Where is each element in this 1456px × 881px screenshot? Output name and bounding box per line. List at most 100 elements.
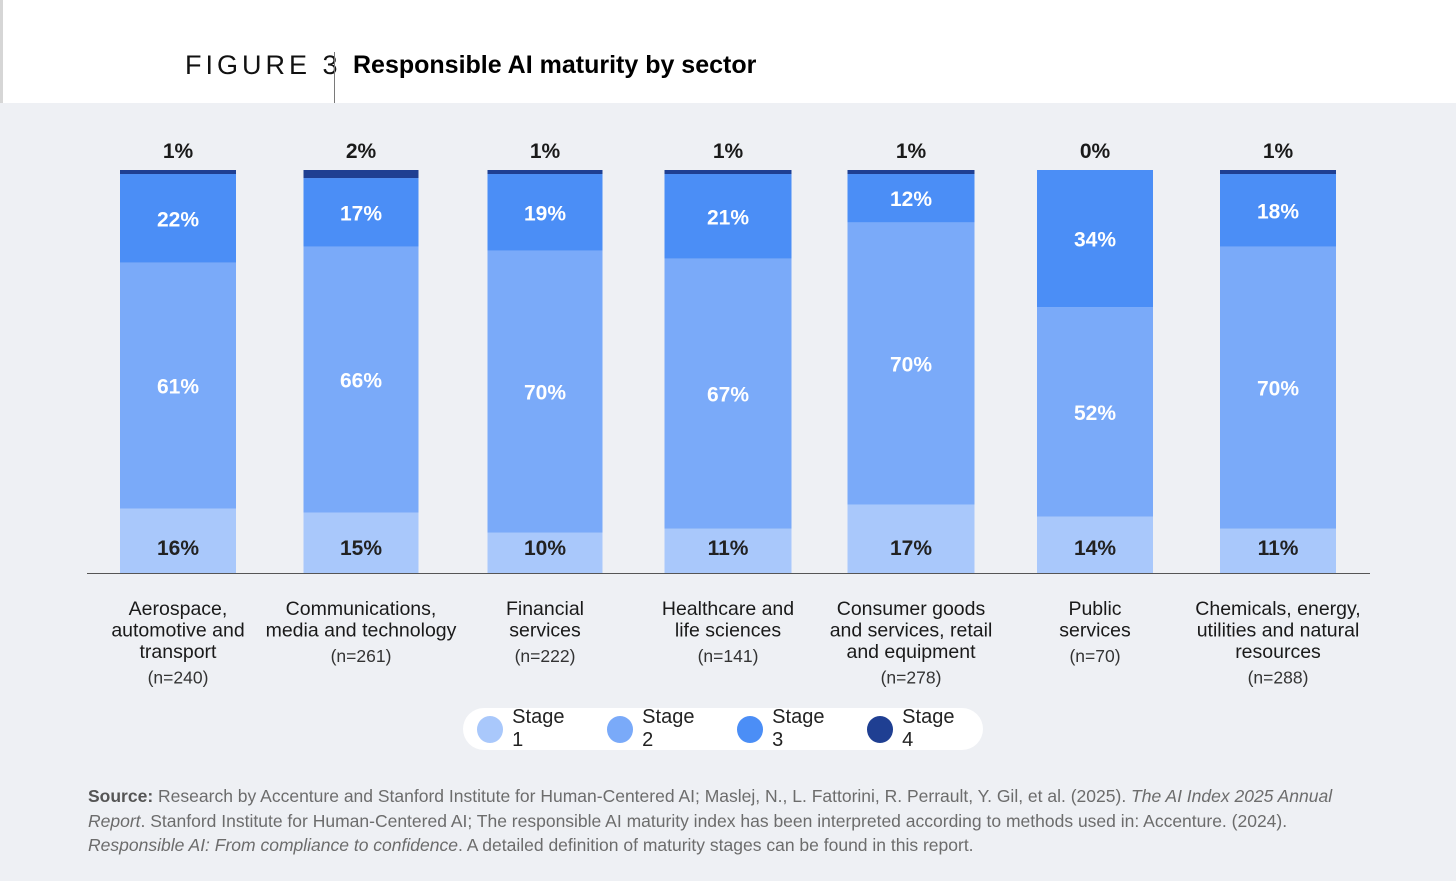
legend-label-stage-4: Stage 4 (902, 706, 955, 751)
bar-segment-stage-1 (1220, 528, 1336, 573)
bar-segment-stage-1 (487, 532, 603, 573)
category-label: and services, retail (830, 620, 993, 642)
data-label-stage-2: 70% (1257, 378, 1299, 401)
category-label: Aerospace, (129, 598, 228, 620)
data-label-stage-1: 14% (1074, 537, 1116, 560)
bar-segment-stage-1 (1037, 516, 1153, 573)
category-label: Chemicals, energy, (1195, 598, 1360, 620)
source-text-1: Research by Accenture and Stanford Insti… (158, 786, 1132, 806)
bar-segment-stage-1 (664, 528, 792, 573)
category-label: services (1059, 620, 1131, 642)
figure-label: FIGURE 3 (185, 50, 342, 80)
stacked-bar-chart: 16% 61% 22% 1% Aerospace,automotive andtrans… (87, 140, 1370, 688)
figure-header: FIGURE 3 Responsible AI maturity by sect… (0, 0, 1456, 103)
bar-segment-stage-3 (847, 174, 975, 223)
category-label: life sciences (675, 620, 781, 642)
legend-label-stage-3: Stage 3 (772, 706, 825, 751)
data-label-stage-1: 16% (157, 537, 199, 560)
category-label: transport (140, 641, 218, 663)
bar-segment-stage-4 (303, 170, 419, 179)
legend-item-stage-1: Stage 1 (477, 706, 579, 752)
left-edge-rule (0, 0, 3, 103)
bar-segment-stage-3 (1037, 170, 1153, 308)
source-note: Source: Research by Accenture and Stanfo… (88, 784, 1378, 858)
data-label-stage-3: 19% (524, 202, 566, 225)
legend-label-stage-1: Stage 1 (512, 706, 565, 751)
legend-item-stage-4: Stage 4 (867, 706, 969, 752)
data-label-stage-3: 17% (340, 202, 382, 225)
category-label: Public (1068, 598, 1121, 620)
category-sample-size: (n=288) (1248, 668, 1309, 688)
legend-swatch-stage-1 (477, 715, 504, 743)
category-sample-size: (n=70) (1069, 646, 1120, 666)
bar-segment-stage-3 (487, 174, 603, 251)
bar-segment-stage-2 (1037, 307, 1153, 517)
data-label-stage-2: 52% (1074, 402, 1116, 425)
category-label: utilities and natural (1197, 620, 1360, 642)
category-sample-size: (n=240) (148, 668, 209, 688)
source-text-2: . Stanford Institute for Human-Centered … (140, 810, 1288, 831)
bar-segment-stage-2 (120, 262, 236, 509)
bar-segment-stage-2 (847, 222, 975, 505)
category-sample-size: (n=222) (515, 646, 576, 666)
bar-segment-stage-3 (303, 178, 419, 247)
bar-segment-stage-1 (847, 504, 975, 573)
bar-segment-stage-3 (1220, 174, 1336, 247)
data-label-stage-4: 1% (896, 140, 927, 163)
category-label: resources (1235, 641, 1321, 663)
data-label-stage-1: 11% (708, 537, 749, 560)
data-label-stage-3: 22% (157, 208, 199, 231)
data-label-stage-1: 15% (340, 537, 382, 560)
data-label-stage-4: 1% (713, 140, 744, 163)
bar-segment-stage-4 (487, 170, 603, 175)
data-label-stage-4: 1% (530, 140, 561, 163)
data-label-stage-1: 11% (1258, 537, 1299, 560)
bar-segment-stage-3 (664, 174, 792, 259)
category-sample-size: (n=278) (881, 668, 942, 688)
legend-swatch-stage-4 (867, 715, 894, 743)
bar-segment-stage-1 (120, 508, 236, 573)
chart-legend: Stage 1 Stage 2 Stage 3 Stage 4 (463, 706, 983, 752)
category-label: and equipment (846, 641, 976, 663)
bar-segment-stage-2 (1220, 246, 1336, 529)
legend-swatch-stage-2 (607, 715, 634, 743)
data-label-stage-2: 70% (524, 382, 566, 405)
data-label-stage-4: 1% (1263, 140, 1294, 163)
data-label-stage-3: 34% (1074, 229, 1116, 252)
data-label-stage-2: 66% (340, 370, 382, 393)
category-label: Communications, (286, 598, 437, 620)
source-report-title: The AI Index 2025 Annual Report (88, 786, 1333, 831)
category-label: media and technology (266, 620, 457, 642)
category-label: services (509, 620, 581, 642)
bar-segment-stage-4 (120, 170, 236, 175)
header-divider (334, 52, 335, 103)
category-sample-size: (n=261) (331, 646, 392, 666)
data-label-stage-1: 17% (890, 537, 932, 560)
bar-segment-stage-3 (120, 174, 236, 263)
bar-segment-stage-4 (664, 170, 792, 175)
data-label-stage-1: 10% (524, 537, 566, 560)
bar-segment-stage-2 (487, 250, 603, 533)
bar-segment-stage-2 (664, 258, 792, 529)
legend-item-stage-2: Stage 2 (607, 706, 709, 752)
category-label: Healthcare and (662, 598, 794, 620)
source-text-3: . A detailed definition of maturity stag… (457, 835, 974, 855)
bar-segment-stage-4 (1220, 170, 1336, 175)
category-label: Financial (506, 598, 584, 620)
data-label-stage-4: 1% (163, 140, 194, 163)
legend-item-stage-3: Stage 3 (737, 706, 839, 752)
data-label-stage-3: 21% (707, 206, 749, 229)
data-label-stage-4: 2% (346, 140, 377, 163)
data-label-stage-3: 12% (890, 188, 932, 211)
category-label: Consumer goods (837, 598, 986, 620)
data-label-stage-2: 70% (890, 353, 932, 376)
data-label-stage-3: 18% (1257, 200, 1299, 223)
category-label: automotive and (111, 620, 244, 642)
bar-segment-stage-2 (303, 246, 419, 513)
category-sample-size: (n=141) (698, 646, 759, 666)
data-label-stage-4: 0% (1080, 140, 1111, 163)
figure-title: Responsible AI maturity by sector (353, 51, 757, 79)
source-label: Source: (88, 786, 154, 806)
bar-segment-stage-4 (847, 170, 975, 175)
source-paper-title: Responsible AI: From compliance to confi… (88, 835, 458, 855)
